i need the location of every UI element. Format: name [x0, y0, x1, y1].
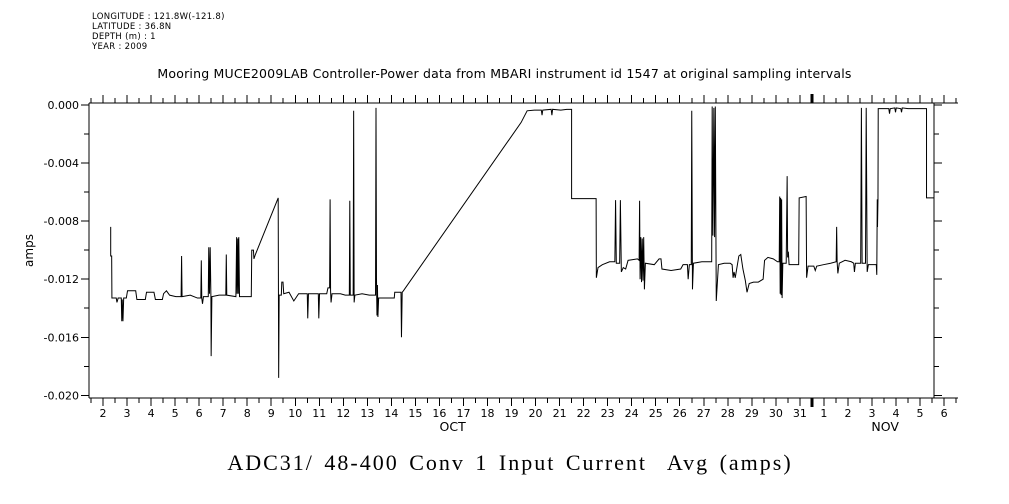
svg-text:7: 7: [220, 407, 227, 420]
svg-text:9: 9: [268, 407, 275, 420]
metadata-year: YEAR : 2009: [92, 42, 148, 52]
svg-text:18: 18: [480, 407, 494, 420]
svg-text:30: 30: [769, 407, 783, 420]
svg-text:-0.004: -0.004: [44, 157, 79, 170]
svg-text:24: 24: [625, 407, 639, 420]
svg-text:26: 26: [673, 407, 687, 420]
svg-text:NOV: NOV: [871, 419, 899, 434]
svg-text:13: 13: [360, 407, 374, 420]
svg-text:15: 15: [408, 407, 422, 420]
svg-text:21: 21: [553, 407, 567, 420]
svg-text:16: 16: [432, 407, 446, 420]
svg-text:31: 31: [793, 407, 807, 420]
svg-text:20: 20: [529, 407, 543, 420]
svg-text:25: 25: [649, 407, 663, 420]
metadata-latitude: LATITUDE : 36.8N: [92, 22, 172, 32]
svg-text:19: 19: [505, 407, 519, 420]
chart-title: Mooring MUCE2009LAB Controller-Power dat…: [157, 66, 852, 81]
svg-text:4: 4: [148, 407, 155, 420]
svg-text:amps: amps: [22, 234, 36, 267]
svg-text:4: 4: [893, 407, 900, 420]
svg-text:22: 22: [577, 407, 591, 420]
svg-text:-0.020: -0.020: [44, 389, 79, 402]
chart-caption: ADC31/ 48-400 Conv 1 Input Current Avg (…: [227, 450, 793, 475]
svg-text:2: 2: [844, 407, 851, 420]
metadata-block: LONGITUDE : 121.8W(-121.8) LATITUDE : 36…: [92, 12, 225, 52]
svg-text:1: 1: [820, 407, 827, 420]
svg-text:-0.008: -0.008: [44, 215, 79, 228]
svg-text:17: 17: [456, 407, 470, 420]
metadata-longitude: LONGITUDE : 121.8W(-121.8): [92, 12, 225, 22]
svg-text:8: 8: [244, 407, 251, 420]
svg-text:5: 5: [172, 407, 179, 420]
svg-text:12: 12: [336, 407, 350, 420]
svg-text:6: 6: [196, 407, 203, 420]
svg-text:14: 14: [384, 407, 398, 420]
svg-text:10: 10: [288, 407, 302, 420]
svg-text:29: 29: [745, 407, 759, 420]
svg-text:3: 3: [124, 407, 131, 420]
metadata-depth: DEPTH (m) : 1: [92, 32, 156, 42]
svg-text:11: 11: [312, 407, 326, 420]
svg-text:3: 3: [868, 407, 875, 420]
svg-text:2: 2: [100, 407, 107, 420]
svg-text:6: 6: [941, 407, 948, 420]
svg-text:5: 5: [917, 407, 924, 420]
svg-text:23: 23: [601, 407, 615, 420]
svg-text:-0.016: -0.016: [44, 331, 79, 344]
svg-text:OCT: OCT: [440, 419, 467, 434]
svg-text:27: 27: [697, 407, 711, 420]
svg-text:28: 28: [721, 407, 735, 420]
svg-text:0.000: 0.000: [48, 99, 80, 112]
svg-text:-0.012: -0.012: [44, 273, 79, 286]
